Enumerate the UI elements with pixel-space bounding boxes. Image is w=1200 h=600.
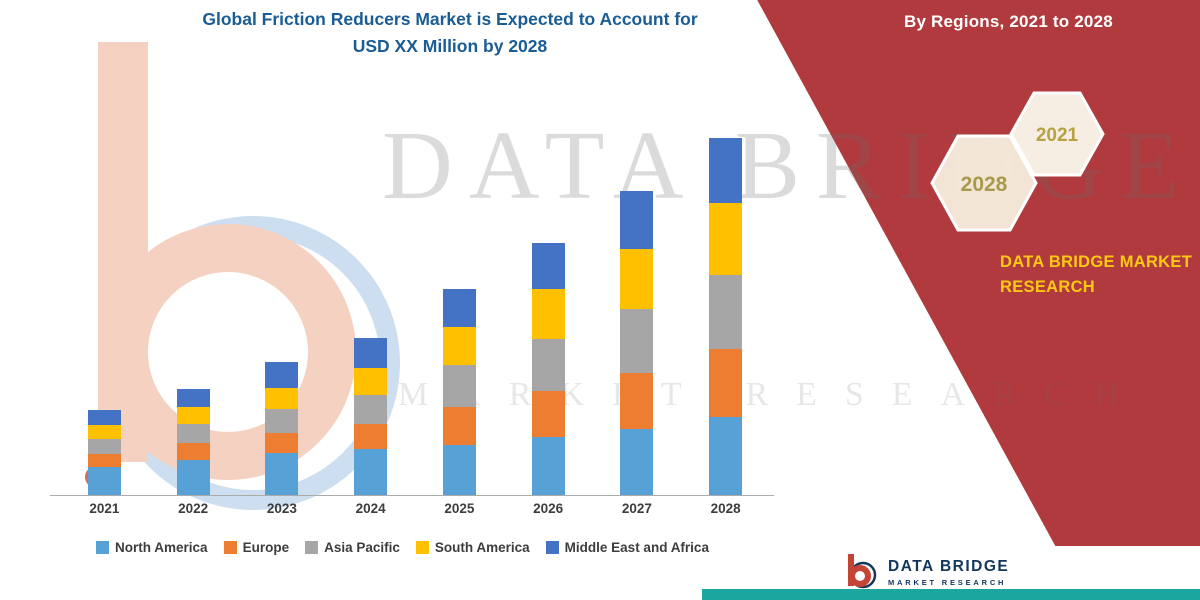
- bars: [60, 135, 770, 495]
- bar-segment-2026: [531, 243, 565, 289]
- bar-segment-2027: [620, 191, 654, 249]
- bar-segment-2028: [709, 203, 743, 275]
- bar-2026: [531, 243, 565, 495]
- bar-segment-2024: [354, 368, 388, 395]
- bar-segment-2024: [354, 338, 388, 368]
- banner-hexagons: 2028 2021: [930, 91, 1105, 232]
- legend-swatch: [545, 541, 559, 554]
- hexagon-2021: [1009, 91, 1105, 177]
- data-bridge-logo-icon: [848, 554, 877, 589]
- x-axis-label: 2021: [89, 501, 120, 516]
- x-axis-line: [50, 495, 774, 496]
- banner-brand-line2: RESEARCH: [1000, 278, 1095, 296]
- legend-item: South America: [415, 540, 530, 555]
- footer-logo: DATA BRIDGE MARKET RESEARCH: [842, 550, 1009, 590]
- bar-segment-2026: [531, 391, 565, 437]
- bar-segment-2023: [265, 453, 299, 495]
- footer-logo-subname: MARKET RESEARCH: [888, 578, 1007, 587]
- bar-segment-2021: [87, 467, 121, 495]
- legend-swatch: [415, 541, 429, 554]
- bar-2022: [176, 389, 210, 495]
- bar-segment-2024: [354, 424, 388, 449]
- x-axis-label: 2022: [178, 501, 209, 516]
- bar-segment-2023: [265, 362, 299, 388]
- x-axis-label: 2028: [710, 501, 741, 516]
- banner-brand-line1: DATA BRIDGE MARKET: [1000, 253, 1193, 271]
- legend-item: North America: [96, 540, 208, 555]
- x-axis-label: 2027: [621, 501, 652, 516]
- legend-swatch: [223, 541, 237, 554]
- bar-segment-2024: [354, 449, 388, 495]
- bar-segment-2028: [709, 349, 743, 417]
- x-labels: 2021 2022 2023 2024 2025 2026 2027 2028: [60, 501, 770, 516]
- watermark-text-secondary: MARKET RESEARCH: [398, 376, 1148, 413]
- bar-segment-2026: [531, 289, 565, 339]
- hexagon-2021-label: 2021: [1036, 125, 1079, 146]
- bar-segment-2023: [265, 388, 299, 409]
- bar-segment-2023: [265, 433, 299, 453]
- bar-segment-2022: [176, 424, 210, 443]
- x-axis-label: 2025: [444, 501, 475, 516]
- footer-band: [830, 546, 1200, 590]
- legend-label: Asia Pacific: [324, 540, 400, 555]
- bar-segment-2025: [442, 445, 476, 495]
- footer-logo-text: DATA BRIDGE MARKET RESEARCH: [888, 550, 1009, 587]
- bar-segment-2021: [87, 454, 121, 467]
- banner-brand-text: DATA BRIDGE MARKET RESEARCH: [1000, 250, 1192, 300]
- banner-region-label: By Regions, 2021 to 2028: [904, 12, 1113, 31]
- bar-segment-2022: [176, 460, 210, 495]
- legend-label: Europe: [242, 540, 290, 555]
- bar-segment-2028: [709, 417, 743, 495]
- bar-segment-2025: [442, 407, 476, 445]
- chart-title-line2: USD XX Million by 2028: [352, 36, 548, 56]
- legend-item: Middle East and Africa: [545, 540, 709, 555]
- bar-segment-2025: [442, 327, 476, 365]
- bar-segment-2027: [620, 429, 654, 495]
- hexagon-2028: [930, 134, 1038, 232]
- bar-segment-2022: [176, 443, 210, 460]
- bar-segment-2021: [87, 439, 121, 454]
- legend-item: Europe: [223, 540, 290, 555]
- bar-segment-2026: [531, 437, 565, 495]
- bar-segment-2027: [620, 373, 654, 429]
- footer-logo-name: DATA BRIDGE: [888, 558, 1010, 575]
- bar-2025: [442, 289, 476, 495]
- legend-item: Asia Pacific: [305, 540, 400, 555]
- legend-label: South America: [434, 540, 530, 555]
- bar-2028: [709, 138, 743, 495]
- logo-b-bowl: [100, 224, 356, 480]
- chart-title: Global Friction Reducers Market is Expec…: [120, 6, 780, 60]
- chart-title-line1: Global Friction Reducers Market is Expec…: [202, 9, 698, 29]
- bar-2023: [265, 362, 299, 495]
- bar-segment-2028: [709, 275, 743, 349]
- bar-segment-2028: [709, 138, 743, 203]
- legend-swatch: [96, 541, 110, 554]
- x-axis-label: 2026: [533, 501, 564, 516]
- bar-segment-2024: [354, 395, 388, 424]
- bar-segment-2021: [87, 410, 121, 425]
- legend-swatch: [305, 541, 319, 554]
- teal-strip: [702, 589, 1200, 600]
- bar-segment-2027: [620, 249, 654, 309]
- bar-2027: [620, 191, 654, 495]
- bar-segment-2025: [442, 289, 476, 327]
- x-axis-label: 2024: [355, 501, 386, 516]
- legend-label: North America: [115, 540, 208, 555]
- bar-segment-2022: [176, 407, 210, 424]
- bar-segment-2025: [442, 365, 476, 407]
- hexagon-2028-label: 2028: [961, 173, 1008, 196]
- bar-2021: [87, 410, 121, 495]
- bar-segment-2026: [531, 339, 565, 391]
- bar-segment-2023: [265, 409, 299, 433]
- bar-segment-2022: [176, 389, 210, 407]
- legend-label: Middle East and Africa: [564, 540, 709, 555]
- bar-2024: [354, 338, 388, 495]
- bar-segment-2027: [620, 309, 654, 373]
- legend: North America Europe Asia Pacific South Ame…: [30, 540, 775, 555]
- x-axis-label: 2023: [266, 501, 297, 516]
- bar-segment-2021: [87, 425, 121, 439]
